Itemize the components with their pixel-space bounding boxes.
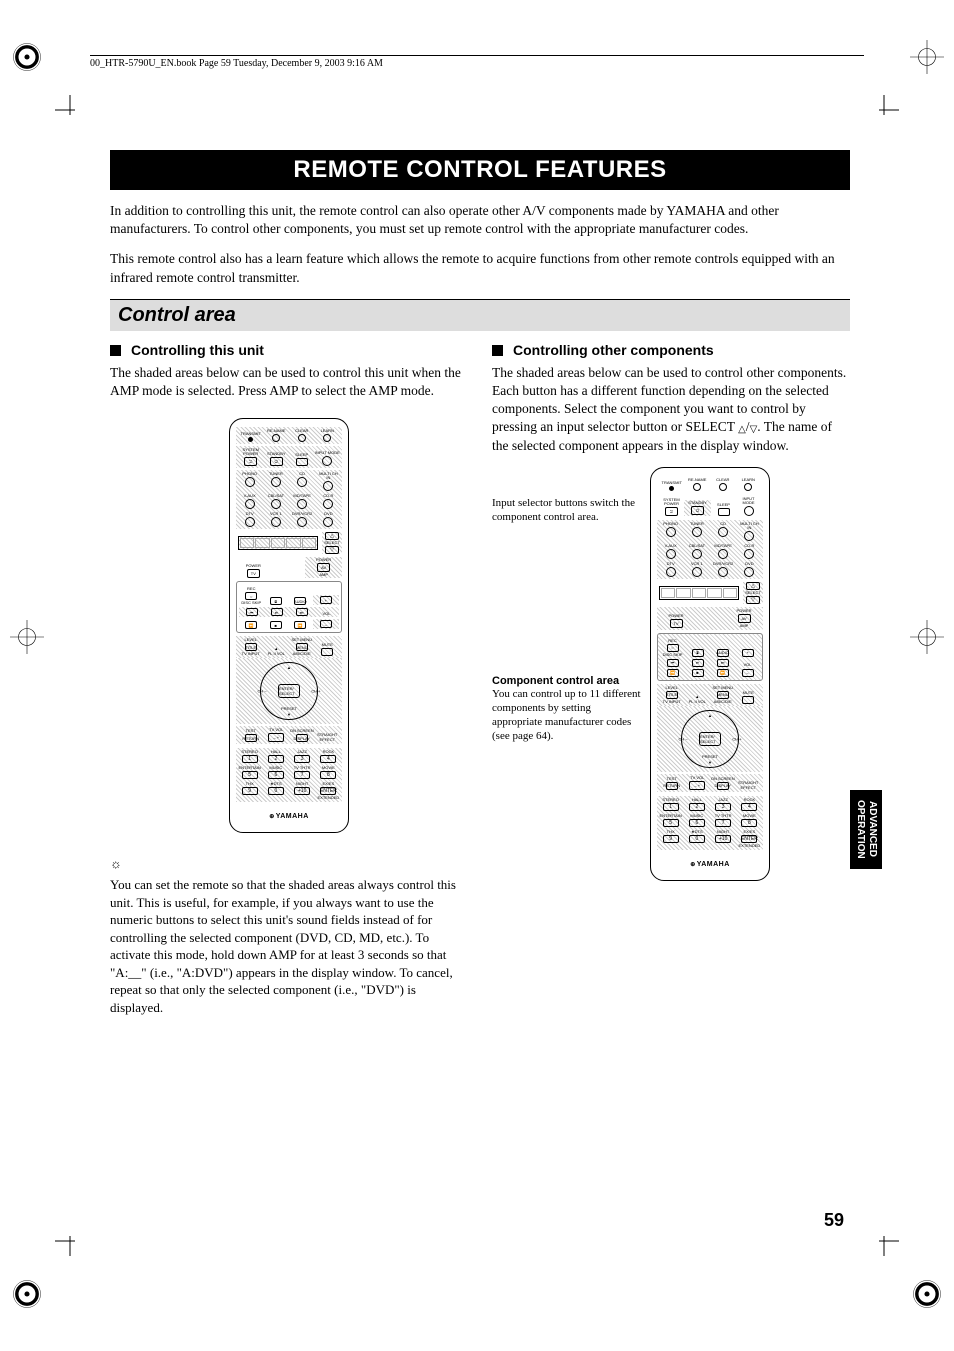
crosshair-icon xyxy=(910,40,944,74)
page-number: 59 xyxy=(824,1210,844,1231)
yamaha-logo: YAMAHA xyxy=(236,812,342,821)
crosshair-icon xyxy=(10,620,44,654)
intro-paragraph-2: This remote control also has a learn fea… xyxy=(110,250,850,286)
intro-text: In addition to controlling this unit, th… xyxy=(110,202,850,287)
remote-control-diagram-left: TRANSMIT RE-NAME CLEAR LEARN SYSTEM POWE… xyxy=(229,418,349,832)
registration-mark-icon xyxy=(10,1277,44,1311)
left-subheading: Controlling this unit xyxy=(110,341,468,360)
crosshair-icon xyxy=(910,620,944,654)
registration-mark-icon xyxy=(910,1277,944,1311)
tip-icon: ☼ xyxy=(110,855,468,873)
yamaha-logo: YAMAHA xyxy=(657,860,763,869)
tip-text: You can set the remote so that the shade… xyxy=(110,876,468,1016)
right-body: The shaded areas below can be used to co… xyxy=(492,364,850,455)
crop-mark-icon xyxy=(869,95,899,125)
crop-mark-icon xyxy=(55,95,85,125)
intro-paragraph-1: In addition to controlling this unit, th… xyxy=(110,202,850,238)
page-content: REMOTE CONTROL FEATURES In addition to c… xyxy=(110,150,850,1017)
page-title: REMOTE CONTROL FEATURES xyxy=(110,150,850,190)
remote-control-diagram-right: TRANSMIT RE-NAME CLEAR LEARN SYSTEM POWE… xyxy=(650,467,770,880)
side-tab: ADVANCEDOPERATION xyxy=(850,790,882,869)
label-input-selector: Input selector buttons switch the compon… xyxy=(492,497,642,525)
crop-mark-icon xyxy=(55,1226,85,1256)
crop-mark-icon xyxy=(869,1226,899,1256)
label-component-area: Component control area You can control u… xyxy=(492,675,642,744)
left-column: Controlling this unit The shaded areas b… xyxy=(110,341,468,1017)
right-subheading: Controlling other components xyxy=(492,341,850,360)
registration-mark-icon xyxy=(10,40,44,74)
document-header: 00_HTR-5790U_EN.book Page 59 Tuesday, De… xyxy=(90,55,864,69)
left-body: The shaded areas below can be used to co… xyxy=(110,364,468,400)
section-heading: Control area xyxy=(110,299,850,331)
right-column: Controlling other components The shaded … xyxy=(492,341,850,1017)
